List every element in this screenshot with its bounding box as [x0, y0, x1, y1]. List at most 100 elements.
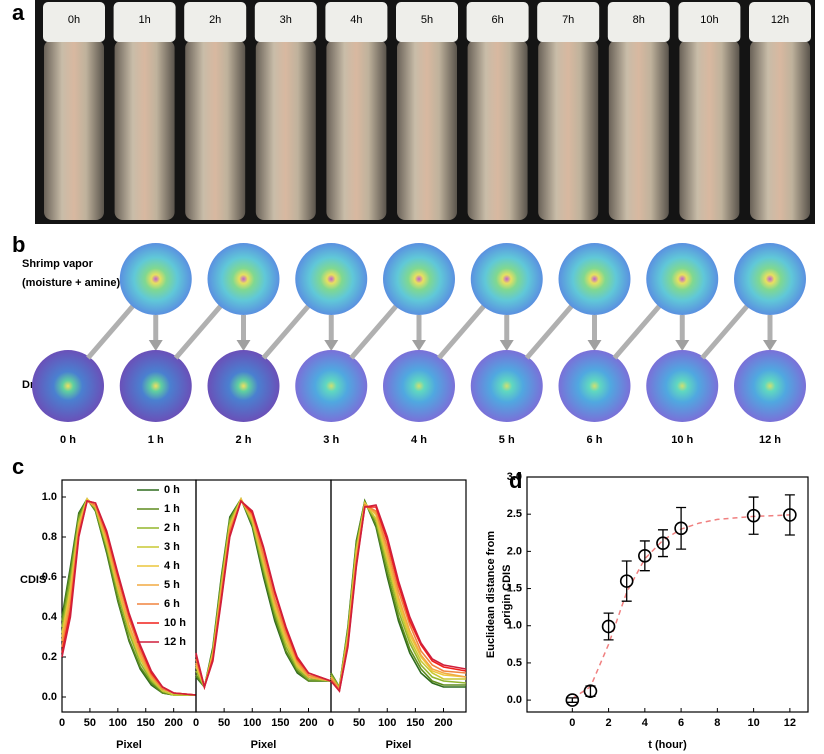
y-tick-label: 0.0	[42, 691, 57, 703]
series-line	[195, 497, 332, 690]
cdis-image	[558, 350, 631, 422]
plot-frame	[330, 479, 467, 713]
cdis-image	[734, 350, 806, 422]
x-tick-label: 100	[378, 717, 396, 729]
x-tick-label: 50	[218, 717, 230, 729]
cdis-image	[119, 350, 192, 422]
x-tick-label: 100	[109, 717, 127, 729]
legend-label: 3 h	[164, 541, 180, 553]
data-point	[565, 693, 580, 707]
legend-label: 6 h	[164, 598, 180, 610]
data-point	[583, 684, 598, 698]
y-tick-label: 0.5	[507, 657, 522, 669]
arrow	[173, 303, 224, 360]
x-tick-label: 0	[59, 717, 65, 729]
series-line	[195, 497, 332, 690]
x-tick-label: 50	[84, 717, 96, 729]
panel-label: c	[12, 454, 24, 479]
vial-cap	[607, 2, 670, 42]
arrow-head	[324, 340, 339, 351]
vial-cap	[466, 2, 529, 42]
arrow-head	[236, 340, 251, 351]
panel-label: d	[509, 468, 522, 493]
error-bar	[639, 540, 650, 572]
x-tick-label: 12	[784, 717, 796, 729]
x-tick-label: 8	[714, 717, 720, 729]
vial-body	[679, 40, 740, 220]
vial-label: 7h	[562, 14, 574, 26]
x-axis-label: Pixel	[116, 739, 142, 751]
series-line	[61, 497, 196, 696]
time-label: 1 h	[148, 434, 164, 446]
time-label: 10 h	[671, 434, 693, 446]
series-line	[195, 499, 332, 690]
vial-cap	[184, 2, 247, 42]
row-label: Shrimp vapor	[22, 258, 94, 270]
x-tick-label: 50	[353, 717, 365, 729]
y-tick-label: 0.8	[42, 531, 57, 543]
series-line	[195, 499, 332, 690]
error-bar	[621, 560, 632, 602]
cdis-image	[383, 350, 455, 422]
x-axis-label: t (hour)	[648, 739, 687, 751]
x-tick-label: 150	[271, 717, 289, 729]
data-point	[746, 508, 761, 523]
y-tick-label: 1.5	[507, 582, 522, 594]
x-tick-label: 200	[434, 717, 452, 729]
vial-label: 0h	[68, 14, 80, 26]
y-axis-label: CDIS	[20, 574, 46, 586]
cdis-image	[383, 243, 455, 315]
time-label: 3 h	[323, 434, 339, 446]
time-label: 5 h	[499, 434, 515, 446]
x-tick-label: 150	[406, 717, 424, 729]
legend-label: 12 h	[164, 636, 186, 648]
arrow-head	[499, 340, 514, 351]
data-point	[656, 536, 670, 550]
vial-cap	[678, 2, 741, 42]
vial-label: 2h	[209, 14, 221, 26]
x-tick-label: 0	[328, 717, 334, 729]
series-line	[195, 497, 332, 690]
arrow-head	[587, 340, 602, 351]
vial-label: 12h	[771, 14, 789, 26]
vial-cap	[43, 2, 105, 42]
series-line	[195, 497, 331, 689]
vial-body	[397, 40, 457, 220]
x-tick-label: 6	[678, 717, 684, 729]
error-bar	[748, 496, 759, 535]
row-note: (moisture + amine)	[22, 277, 120, 289]
vial-cap	[113, 2, 176, 42]
x-tick-label: 10	[747, 717, 759, 729]
y-tick-label: 0.4	[42, 611, 58, 623]
vial-body	[608, 40, 669, 220]
legend-label: 5 h	[164, 579, 180, 591]
series-line	[195, 497, 331, 689]
cdis-image	[295, 350, 368, 422]
series-line	[61, 499, 197, 696]
arrow-head	[675, 340, 690, 351]
data-point	[619, 574, 634, 588]
cdis-image	[558, 243, 631, 315]
vial-body	[326, 40, 387, 220]
y-axis-label: origin CDIS	[501, 565, 513, 625]
error-bar	[676, 506, 687, 550]
time-label: 12 h	[759, 434, 781, 446]
vial-label: 5h	[421, 14, 433, 26]
cdis-image	[646, 243, 719, 315]
legend-label: 4 h	[164, 560, 180, 572]
legend-label: 10 h	[164, 617, 186, 629]
arrow	[86, 303, 136, 360]
vial-label: 3h	[280, 14, 292, 26]
legend-label: 0 h	[164, 484, 180, 496]
vial-body	[750, 40, 810, 220]
arrow-head	[763, 340, 777, 351]
cdis-image	[207, 243, 280, 315]
series-line	[195, 499, 332, 690]
vial-label: 4h	[350, 14, 362, 26]
arrow-head	[412, 340, 426, 351]
cdis-image	[734, 243, 806, 315]
data-point	[674, 521, 688, 536]
vial-body	[114, 40, 175, 220]
legend-label: 2 h	[164, 522, 180, 534]
time-label: 0 h	[60, 434, 76, 446]
